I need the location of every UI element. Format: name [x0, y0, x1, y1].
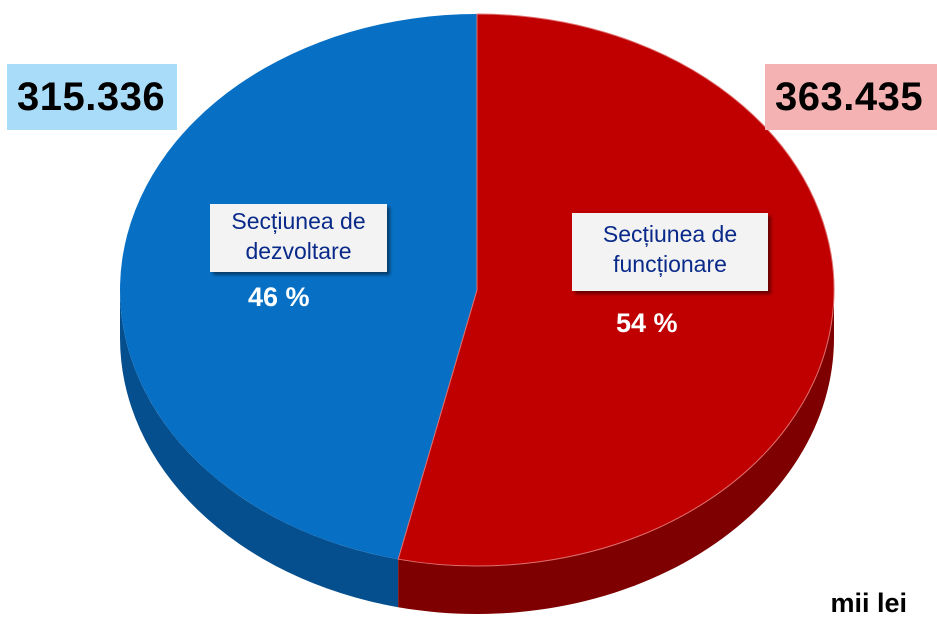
- slice-label-dezvoltare-line1: Secțiunea de: [231, 208, 366, 234]
- slice-label-dezvoltare-line2: dezvoltare: [245, 238, 352, 264]
- value-dezvoltare: 315.336: [17, 75, 166, 119]
- pie-side-dezvoltare: [120, 290, 399, 608]
- slice-label-functionare-line2: funcționare: [613, 251, 727, 277]
- value-functionare: 363.435: [775, 75, 924, 119]
- percent-label-dezvoltare: 46 %: [248, 282, 310, 312]
- value-box-dezvoltare: 315.336: [7, 64, 177, 130]
- pie-side-functionare: [398, 290, 834, 614]
- slice-label-functionare: Secțiunea de funcționare: [572, 213, 768, 291]
- slice-label-dezvoltare: Secțiunea de dezvoltare: [210, 204, 387, 272]
- value-box-functionare: 363.435: [765, 64, 937, 130]
- slice-label-functionare-line1: Secțiunea de: [602, 221, 738, 247]
- percent-label-functionare: 54 %: [616, 308, 678, 338]
- unit-label: mii lei: [830, 588, 907, 618]
- pie-slice-dezvoltare: [120, 14, 478, 560]
